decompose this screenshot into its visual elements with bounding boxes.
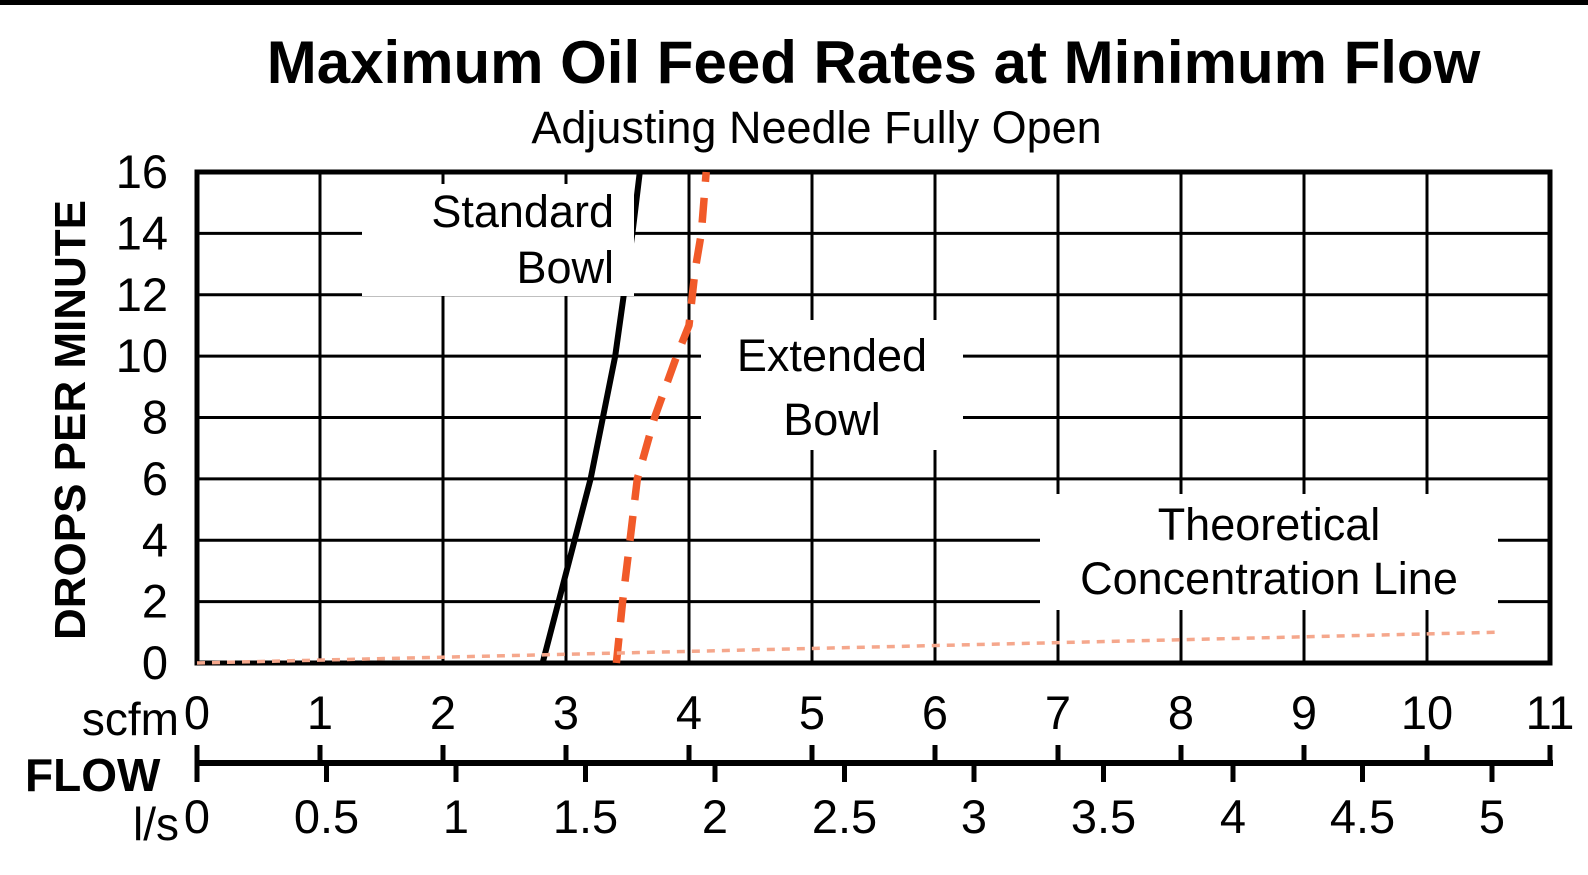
svg-text:4: 4 [1220,790,1246,843]
series-label-line: Extended [736,330,928,381]
svg-text:4: 4 [142,513,168,566]
series-label-extended-bowl: Extended Bowl [701,320,963,450]
svg-text:2: 2 [430,686,456,739]
svg-text:2.5: 2.5 [812,790,877,843]
chart-title: Maximum Oil Feed Rates at Minimum Flow [266,29,1481,96]
svg-text:12: 12 [116,268,168,321]
svg-text:6: 6 [922,686,948,739]
svg-text:8: 8 [1168,686,1194,739]
svg-text:4: 4 [676,686,702,739]
svg-text:1.5: 1.5 [553,790,618,843]
svg-text:0: 0 [184,686,210,739]
svg-text:2: 2 [142,575,168,628]
svg-text:0: 0 [142,636,168,689]
svg-text:6: 6 [142,452,168,505]
svg-text:10: 10 [116,329,168,382]
svg-text:0: 0 [184,790,210,843]
svg-text:2: 2 [702,790,728,843]
svg-text:1: 1 [307,686,333,739]
svg-text:0.5: 0.5 [294,790,359,843]
series-label-theoretical-concentration-line: Theoretical Concentration Line [1040,494,1498,610]
svg-text:4.5: 4.5 [1330,790,1395,843]
series-label-line: Standard [431,186,614,237]
page-top-border [0,0,1588,5]
series-label-line: Theoretical [1157,499,1381,550]
ls-unit-label: l/s [133,798,179,850]
svg-text:16: 16 [116,145,168,198]
svg-text:3: 3 [961,790,987,843]
svg-text:3.5: 3.5 [1071,790,1136,843]
series-label-line: Concentration Line [1080,553,1458,604]
svg-text:1: 1 [443,790,469,843]
svg-text:14: 14 [116,206,168,259]
y-axis-title: DROPS PER MINUTE [46,199,95,641]
chart-subtitle: Adjusting Needle Fully Open [531,102,1102,153]
svg-text:9: 9 [1291,686,1317,739]
svg-text:10: 10 [1401,686,1453,739]
svg-text:11: 11 [1526,686,1575,739]
svg-text:5: 5 [799,686,825,739]
series-label-standard-bowl: Standard Bowl [362,184,634,296]
svg-text:5: 5 [1479,790,1505,843]
svg-text:3: 3 [553,686,579,739]
svg-text:8: 8 [142,391,168,444]
series-label-line: Bowl [516,242,614,293]
series-label-line: Bowl [783,394,881,445]
scfm-unit-label: scfm [81,693,179,745]
x-axis-title: FLOW [25,749,161,801]
svg-text:7: 7 [1045,686,1071,739]
